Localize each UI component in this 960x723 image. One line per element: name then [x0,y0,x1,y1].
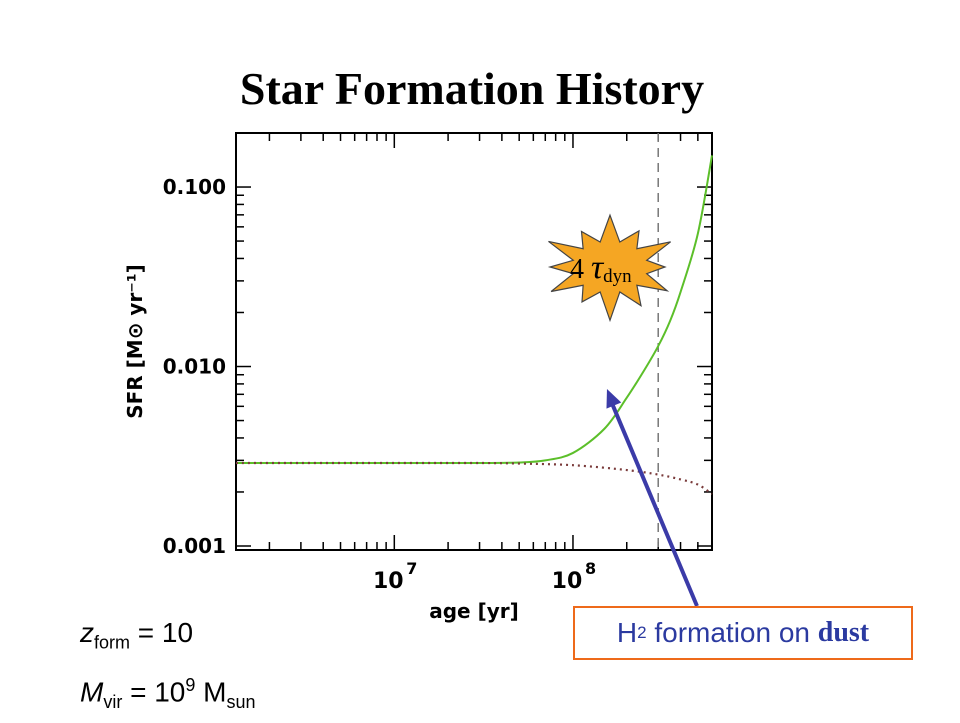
tau-burst-shape [547,213,671,323]
m-value-exponent: 9 [185,674,196,695]
x-tick-exponent: 8 [585,559,596,578]
plot-frame [235,132,713,551]
x-tick-label: 10 [373,569,404,594]
callout-h: H [616,617,638,648]
m-unit: M [195,675,227,707]
z-subscript: form [94,632,130,653]
y-tick-label: 0.010 [163,355,226,379]
z-form-line: zform = 10 [80,612,256,664]
x-axis-label: age [yr] [429,599,519,623]
callout-h-subscript: 2 [637,623,647,642]
z-symbol: z [80,617,94,648]
x-tick-exponent: 7 [406,559,417,578]
tau-label: 4 τdyn [570,249,632,287]
callout-arrowhead [606,388,622,409]
y-tick-label: 0.001 [163,534,226,558]
slide-title: Star Formation History [239,63,705,114]
y-tick-label: 0.100 [163,175,226,199]
m-value-base: = 10 [122,675,186,707]
sfr-series-dotted [236,461,713,495]
m-vir-line: Mvir = 109 Msun [80,664,256,723]
sfr-series-solid [236,155,713,465]
m-subscript: vir [103,691,123,712]
m-unit-subscript: sun [226,691,256,712]
formation-parameters: zform = 10 Mvir = 109 Msun [80,612,256,723]
callout-text: formation on [646,617,818,648]
x-tick-label: 10 [552,569,583,594]
z-value: = 10 [130,617,194,648]
y-axis-label: SFR [M⊙ yr⁻¹] [123,264,147,419]
m-symbol: M [80,675,104,707]
callout-arrow-shaft [609,400,699,607]
callout-dust: dust [817,617,870,648]
